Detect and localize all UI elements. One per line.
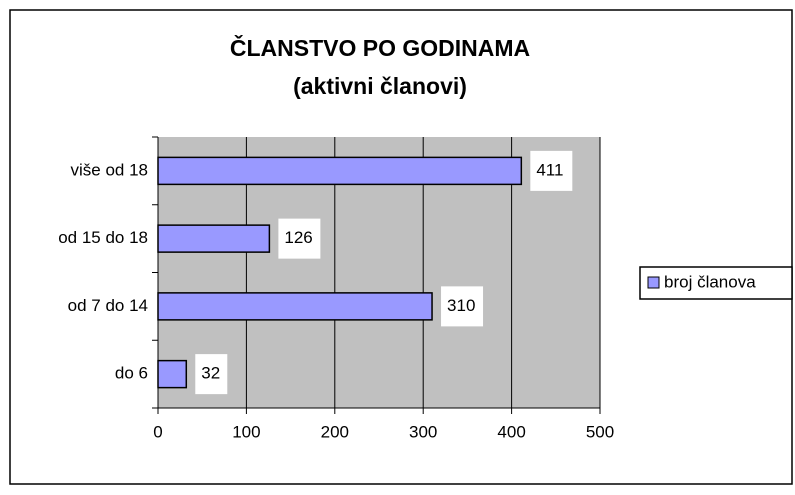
x-tick-label: 400 bbox=[497, 422, 525, 441]
chart-subtitle: (aktivni članovi) bbox=[293, 73, 467, 99]
bar bbox=[157, 292, 433, 321]
y-tick-label: od 7 do 14 bbox=[68, 296, 148, 315]
data-label-bg bbox=[530, 150, 573, 191]
bar bbox=[157, 224, 271, 253]
x-tick-label: 100 bbox=[232, 422, 260, 441]
y-tick-label: više od 18 bbox=[71, 160, 149, 179]
x-tick-label: 300 bbox=[409, 422, 437, 441]
data-label-bg bbox=[195, 354, 228, 395]
legend-label: broj članova bbox=[664, 272, 756, 291]
bar bbox=[157, 359, 188, 389]
data-label: 411 bbox=[536, 160, 563, 179]
bar bbox=[157, 156, 523, 186]
data-label-bg bbox=[278, 218, 321, 259]
data-label: 310 bbox=[447, 296, 475, 315]
legend-swatch bbox=[647, 276, 660, 289]
x-tick-label: 500 bbox=[586, 422, 614, 441]
y-tick-label: do 6 bbox=[115, 364, 148, 383]
data-label: 32 bbox=[201, 364, 220, 383]
y-tick-label: od 15 do 18 bbox=[58, 228, 148, 247]
chart-title: ČLANSTVO PO GODINAMA bbox=[230, 34, 530, 61]
x-tick-label: 200 bbox=[321, 422, 349, 441]
data-label: 126 bbox=[284, 228, 312, 247]
legend-box bbox=[639, 266, 793, 300]
data-label-bg bbox=[441, 286, 484, 327]
x-tick-label: 0 bbox=[153, 422, 162, 441]
